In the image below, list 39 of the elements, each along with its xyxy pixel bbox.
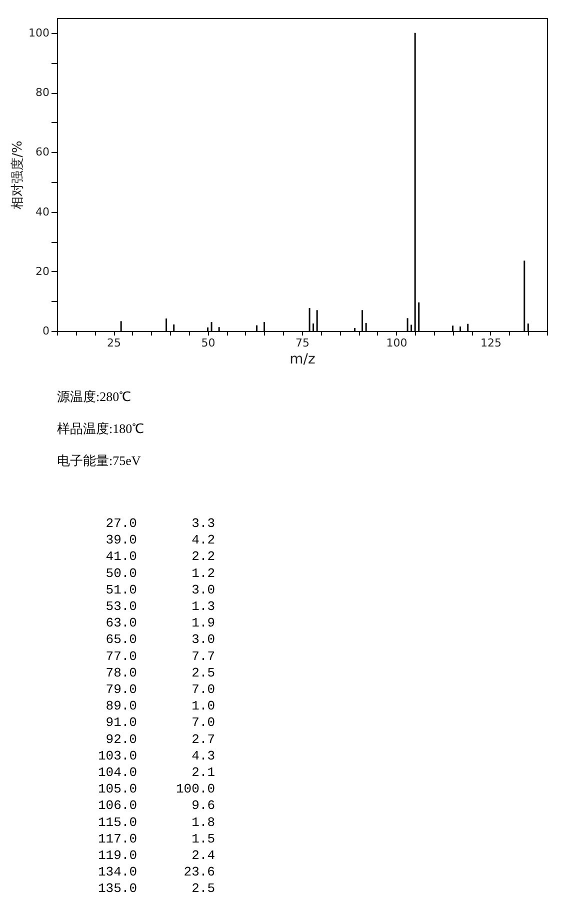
- text: 104.0 2.1: [98, 765, 215, 780]
- y-tick-label: 100: [28, 26, 50, 40]
- text: 39.0 4.2: [106, 532, 215, 548]
- text: 105.0 100.0: [98, 782, 215, 797]
- text: 63.0 1.9: [106, 616, 215, 631]
- text: 119.0 2.4: [98, 848, 215, 863]
- text: 103.0 4.3: [98, 748, 215, 764]
- text: 65.0 3.0: [106, 632, 215, 648]
- text: 77.0 7.7: [106, 648, 215, 664]
- text: 51.0 3.0: [106, 582, 215, 598]
- x-axis-title: m/z: [290, 352, 316, 368]
- y-tick-label: 60: [36, 146, 50, 159]
- text: 106.0 9.6: [98, 798, 215, 814]
- text: 电子能量:75eV: [57, 453, 142, 468]
- text: 115.0 1.8: [98, 814, 215, 830]
- x-tick-label: 25: [107, 336, 122, 350]
- x-tick-label: 125: [480, 336, 502, 350]
- text: 89.0 1.0: [106, 698, 215, 714]
- y-tick-label: 40: [36, 205, 50, 218]
- text: 源温度:280℃: [57, 389, 132, 404]
- y-axis-title: 相对强度/%: [10, 140, 26, 210]
- text: 50.0 1.2: [106, 566, 215, 581]
- y-tick-label: 80: [36, 86, 50, 100]
- y-tick-label: 20: [36, 264, 50, 278]
- text: 135.0 2.5: [98, 881, 215, 896]
- x-tick-label: 50: [201, 336, 216, 350]
- text: 117.0 1.5: [98, 831, 215, 846]
- text: 78.0 2.5: [106, 665, 215, 680]
- text: 92.0 2.7: [106, 732, 215, 747]
- text: 91.0 7.0: [106, 715, 215, 730]
- text: 53.0 1.3: [106, 599, 215, 614]
- text: 41.0 2.2: [106, 549, 215, 564]
- text: 27.0 3.3: [106, 516, 215, 531]
- y-tick-label: 0: [42, 324, 50, 338]
- x-tick-label: 75: [296, 336, 310, 350]
- text: 134.0 23.6: [98, 864, 215, 880]
- text: 79.0 7.0: [106, 682, 215, 697]
- text: 样品温度:180℃: [57, 421, 144, 436]
- x-tick-label: 100: [386, 336, 408, 350]
